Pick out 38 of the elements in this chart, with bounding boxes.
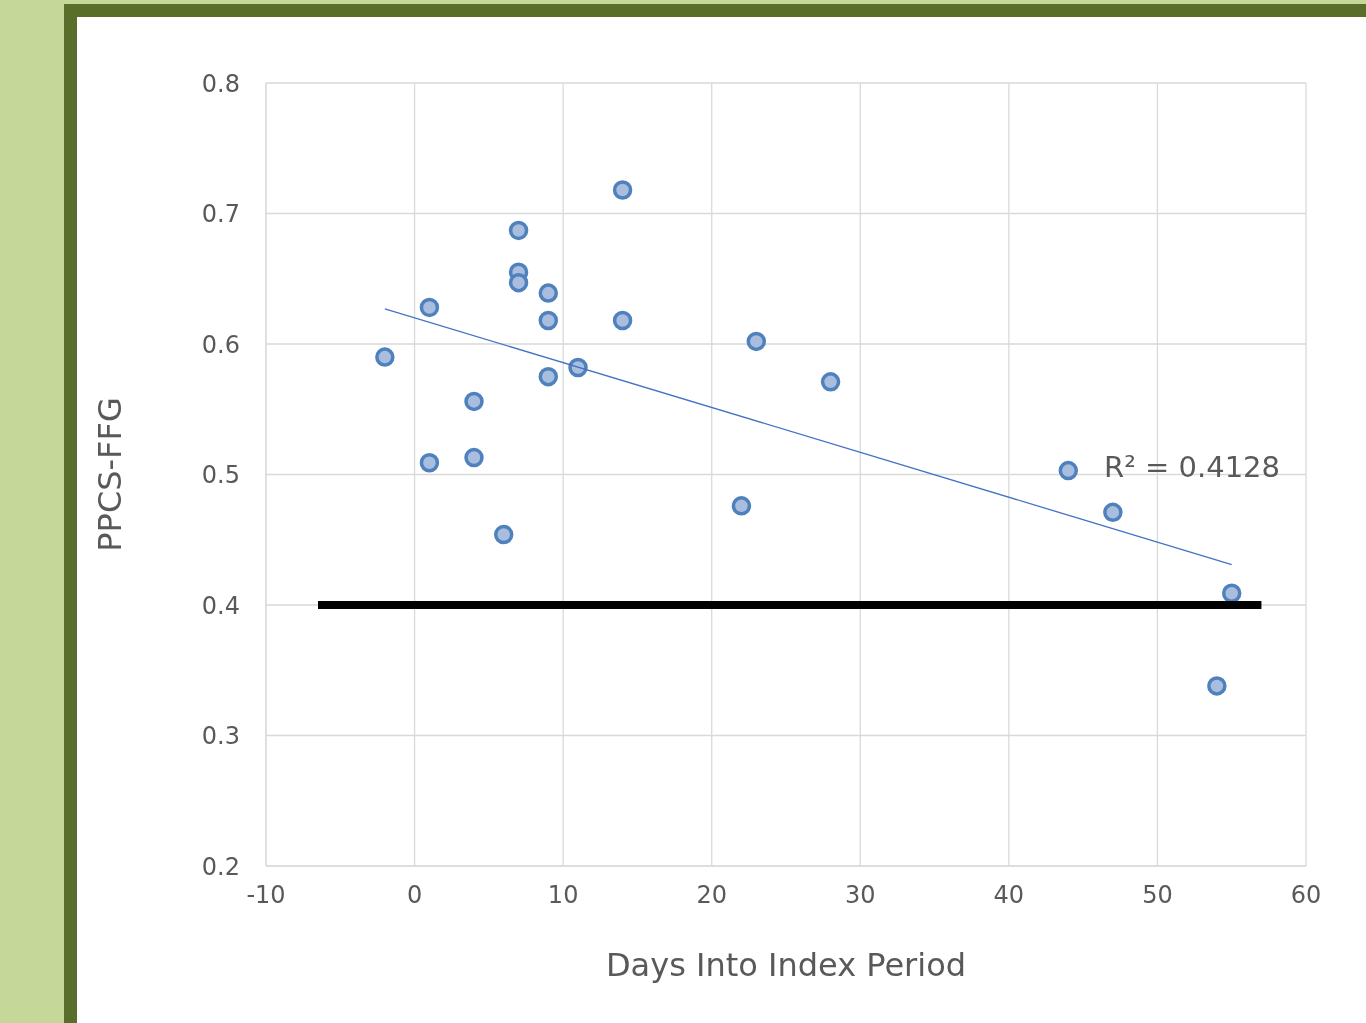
point [1221, 583, 1242, 604]
y-tick-label: 0.6 [201, 330, 240, 359]
point [464, 447, 484, 468]
point [538, 310, 559, 331]
x-tick-label: 10 [547, 881, 579, 910]
annotation: R² = 0.4128 [1104, 450, 1280, 484]
point [375, 347, 395, 367]
y-axis-title: PPCS-FFG [91, 397, 130, 552]
x-axis-title: Days Into Index Period [605, 946, 967, 984]
point [731, 496, 752, 516]
point [1058, 460, 1079, 481]
point [746, 331, 767, 352]
point [508, 272, 529, 293]
x-tick-label: 40 [993, 881, 1025, 910]
x-tick-label: 20 [696, 881, 727, 910]
point [538, 366, 559, 387]
y-tick-label: 0.2 [201, 852, 240, 881]
point [493, 524, 514, 545]
y-tick-label: 0.4 [201, 591, 240, 620]
y-tick-label: 0.5 [201, 461, 240, 490]
point [419, 297, 440, 318]
y-tick-label: 0.3 [201, 722, 240, 751]
y-tick-label: 0.8 [201, 69, 240, 98]
point [464, 391, 484, 412]
point [612, 180, 633, 200]
point [419, 453, 440, 473]
x-tick-label: 30 [845, 881, 876, 910]
point [538, 283, 559, 303]
x-tick-label: 50 [1142, 881, 1173, 910]
x-tick-label: 60 [1290, 881, 1322, 910]
point [1207, 676, 1227, 696]
point [508, 220, 529, 241]
point [1103, 502, 1123, 523]
y-tick-label: 0.7 [201, 200, 240, 229]
point [612, 310, 633, 331]
x-tick-label: -10 [246, 881, 286, 910]
x-tick-label: 0 [406, 881, 423, 910]
point [820, 372, 841, 392]
